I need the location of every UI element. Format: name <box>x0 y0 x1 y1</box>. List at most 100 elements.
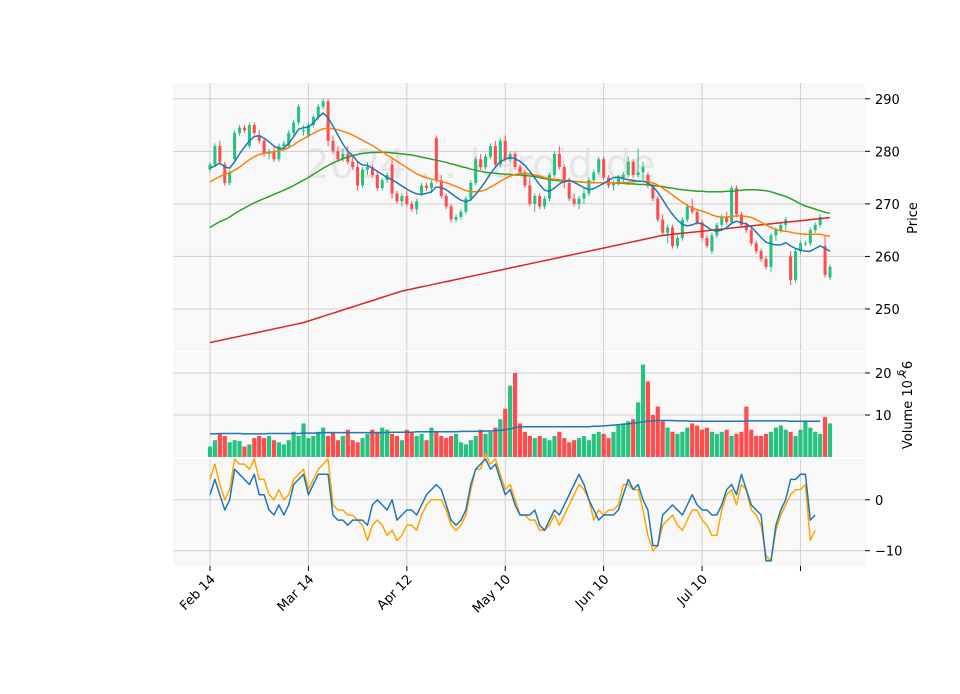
candle-body <box>321 101 325 107</box>
candle-body <box>257 135 261 141</box>
volume-bar <box>463 444 468 457</box>
volume-bar <box>724 429 729 457</box>
volume-bar <box>813 431 818 457</box>
volume-bar <box>498 419 503 457</box>
candle-body <box>297 106 301 123</box>
oscillator-main-line <box>209 458 816 562</box>
volume-bar <box>291 431 296 457</box>
candle-body <box>661 219 665 233</box>
candle-body <box>272 151 276 160</box>
volume-bar <box>754 436 759 457</box>
candle-body <box>695 211 699 223</box>
volume-bar <box>296 436 301 457</box>
candle-body <box>292 122 296 133</box>
candle-body <box>818 217 822 225</box>
candle-body <box>533 195 537 204</box>
candle-body <box>311 117 315 126</box>
candle-body <box>730 188 734 223</box>
volume-bar <box>537 436 542 457</box>
volume-bar <box>739 431 744 457</box>
volume-bar <box>665 427 670 457</box>
candle-body <box>523 172 527 186</box>
volume-bar <box>581 436 587 457</box>
volume-bar <box>355 442 360 457</box>
candle-body <box>375 174 379 189</box>
volume-bar <box>399 440 404 457</box>
price-tick-label: 250 <box>875 303 900 318</box>
volume-bar <box>237 441 242 457</box>
candle-body <box>493 146 497 165</box>
candle-body <box>287 132 291 147</box>
volume-bar <box>385 429 390 457</box>
volume-bar <box>252 438 257 457</box>
volume-bar <box>365 433 370 457</box>
candle-body <box>513 153 517 168</box>
candle-body <box>607 177 611 186</box>
candle-body <box>567 182 571 199</box>
candle-body <box>823 245 827 275</box>
volume-bar <box>232 440 237 457</box>
x-tick-label: Jul 10 <box>674 572 711 609</box>
volume-bar <box>596 431 601 457</box>
candle-body <box>301 130 306 132</box>
candle-body <box>587 180 591 194</box>
volume-axis-label: Volume 10^6 <box>901 361 916 449</box>
volume-bar <box>512 373 518 457</box>
candle-body <box>602 159 606 178</box>
candle-body <box>213 146 217 165</box>
volume-bar <box>286 440 291 457</box>
volume-bar <box>350 440 355 457</box>
volume-bar <box>321 427 326 457</box>
candle-body <box>611 182 616 186</box>
volume-exponent: 6 <box>896 370 907 376</box>
volume-bar <box>345 429 350 457</box>
volume-bar <box>468 440 473 457</box>
volume-bar <box>330 431 336 457</box>
volume-bar <box>212 440 218 457</box>
candle-body <box>380 180 384 189</box>
volume-bar <box>380 427 385 457</box>
volume-bar <box>242 446 247 457</box>
candle-body <box>759 251 763 260</box>
volume-ma-line <box>210 419 821 435</box>
volume-bar <box>719 431 724 457</box>
candle-body <box>616 177 620 183</box>
volume-bar <box>306 438 311 457</box>
candle-body <box>798 243 803 252</box>
candle-body <box>626 161 630 175</box>
volume-bar <box>660 421 665 457</box>
candle-body <box>459 211 463 217</box>
volume-bar <box>601 433 606 457</box>
candle-body <box>685 206 689 220</box>
candle-body <box>415 201 419 210</box>
volume-bar <box>375 431 380 457</box>
candle-body <box>395 193 399 202</box>
candle-body <box>331 140 335 152</box>
candle-body <box>813 224 817 231</box>
volume-bar <box>547 440 552 457</box>
ma-long-line <box>209 216 831 344</box>
volume-bar <box>434 431 439 457</box>
candle-body <box>424 185 429 189</box>
candle-body <box>705 238 709 246</box>
candle-body <box>764 259 768 267</box>
volume-bar <box>257 436 262 457</box>
candle-body <box>744 224 748 231</box>
candle-body <box>690 206 694 212</box>
candle-body <box>557 153 561 168</box>
volume-bar <box>645 381 651 457</box>
candle-body <box>400 195 404 202</box>
volume-bar <box>773 427 778 457</box>
x-tick-label: May 10 <box>470 572 514 616</box>
volume-bar <box>709 431 714 457</box>
volume-bar <box>626 421 631 457</box>
volume-bar <box>522 431 528 457</box>
candle-body <box>720 217 724 225</box>
candle-body <box>636 172 640 175</box>
volume-bar <box>636 402 641 457</box>
volume-bar <box>439 436 444 457</box>
volume-bar <box>493 427 498 457</box>
volume-bar <box>640 364 646 457</box>
